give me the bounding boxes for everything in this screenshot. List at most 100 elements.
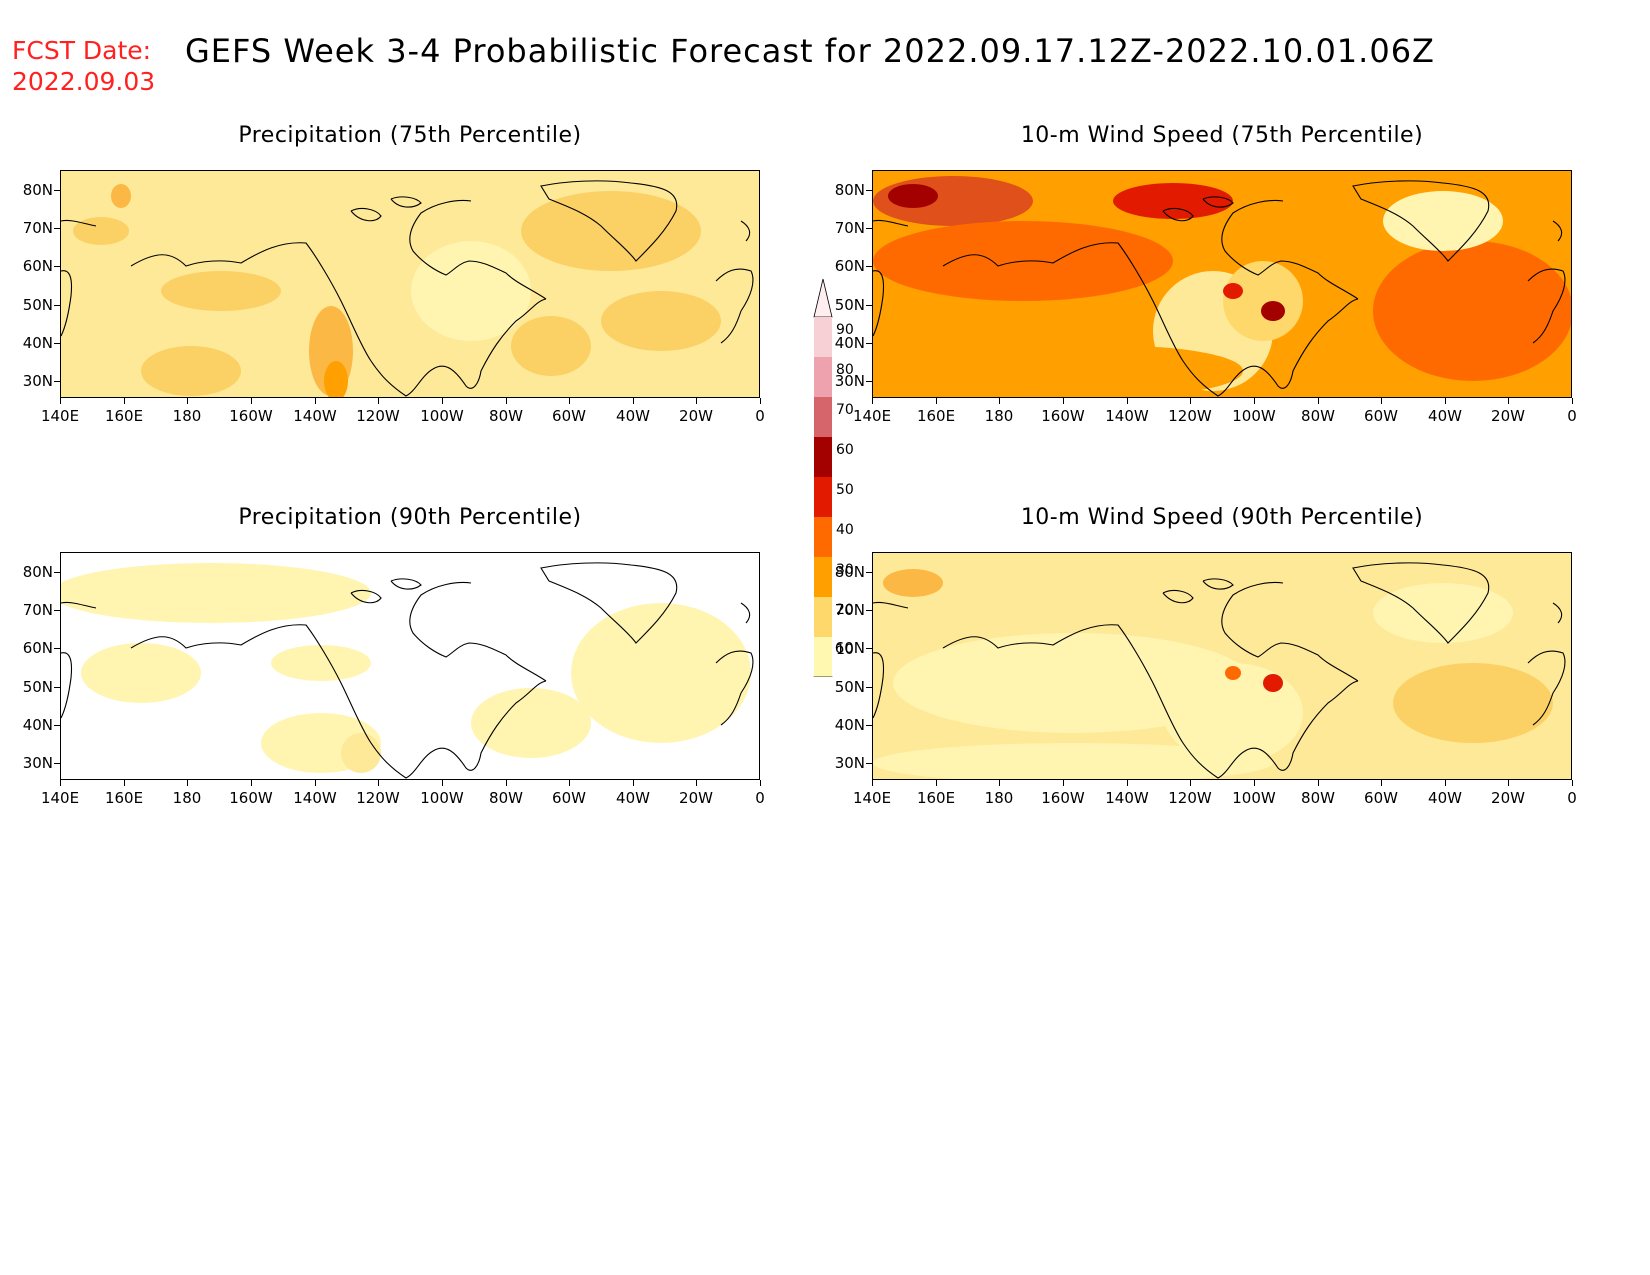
map-field-contour: [141, 346, 241, 396]
lat-tick: [54, 687, 60, 688]
colorbar-top-arrow: [813, 278, 833, 318]
page-title: GEFS Week 3-4 Probabilistic Forecast for…: [185, 32, 1435, 70]
colorbar-swatch: [814, 597, 832, 637]
lon-label: 140E: [852, 407, 892, 425]
lon-label: 120W: [1168, 789, 1212, 807]
coastline: [61, 562, 754, 779]
lon-tick: [936, 398, 937, 404]
map-plot-area: [60, 170, 760, 398]
lat-label: 80N: [834, 563, 865, 581]
lon-label: 40W: [1428, 789, 1462, 807]
map-field-contour: [1223, 261, 1303, 341]
colorbar-level-label: 90: [836, 322, 854, 338]
lon-tick: [872, 780, 873, 786]
map-field-contour: [511, 316, 591, 376]
lat-tick: [54, 572, 60, 573]
coastline: [873, 180, 1566, 397]
colorbar-level-label: 50: [836, 482, 854, 498]
colorbar-level-label: 80: [836, 362, 854, 378]
lon-label: 160E: [916, 407, 956, 425]
lon-tick: [633, 398, 634, 404]
lat-label: 80N: [22, 563, 53, 581]
lon-label: 80W: [489, 407, 523, 425]
lon-label: 180: [984, 407, 1014, 425]
lon-label: 140W: [1105, 789, 1149, 807]
coastline: [61, 180, 754, 397]
lat-tick: [866, 305, 872, 306]
map-field-contour: [601, 291, 721, 351]
lon-tick: [60, 398, 61, 404]
map-field-contour: [73, 217, 129, 245]
lon-tick: [60, 780, 61, 786]
map-field-contour: [1003, 346, 1243, 396]
colorbar-legend: 90 80 70 60 50 40 30 20 10: [812, 277, 882, 716]
lat-label: 70N: [22, 601, 53, 619]
lon-label: 160E: [104, 407, 144, 425]
lon-tick: [872, 398, 873, 404]
lon-tick: [1190, 398, 1191, 404]
lon-tick: [315, 780, 316, 786]
map-plot-area: [60, 552, 760, 780]
lat-label: 40N: [22, 334, 53, 352]
lon-label: 20W: [679, 789, 713, 807]
lat-label: 30N: [22, 372, 53, 390]
lat-tick: [866, 725, 872, 726]
lon-tick: [1063, 780, 1064, 786]
map-panel: Precipitation (90th Percentile) 80N 70N 60N…: [23, 505, 765, 824]
lon-tick: [696, 398, 697, 404]
lon-label: 140W: [293, 789, 337, 807]
lat-tick: [54, 610, 60, 611]
map-field-contour: [1263, 674, 1283, 692]
lon-tick: [251, 780, 252, 786]
lat-tick: [54, 725, 60, 726]
lat-label: 80N: [834, 181, 865, 199]
lon-tick: [1381, 398, 1382, 404]
lon-label: 160W: [1041, 407, 1085, 425]
map-field-contour: [883, 569, 943, 597]
map-field: [873, 171, 1571, 397]
colorbar-swatch: [814, 397, 832, 437]
lon-tick: [1063, 398, 1064, 404]
lon-tick: [1318, 398, 1319, 404]
lat-tick: [866, 343, 872, 344]
lon-tick: [569, 398, 570, 404]
lat-tick: [866, 763, 872, 764]
map-field-contour: [1113, 183, 1233, 219]
lat-label: 60N: [22, 257, 53, 275]
lat-label: 50N: [834, 296, 865, 314]
lat-tick: [866, 381, 872, 382]
map-field-contour: [521, 191, 701, 271]
map-field-contour: [341, 733, 381, 773]
colorbar-level-label: 30: [836, 562, 854, 578]
lon-tick: [1572, 398, 1573, 404]
map-field-contour: [411, 241, 531, 341]
lon-label: 160E: [916, 789, 956, 807]
lon-tick: [999, 398, 1000, 404]
lon-label: 40W: [616, 407, 650, 425]
lon-label: 80W: [1301, 789, 1335, 807]
lon-tick: [1445, 398, 1446, 404]
map-field-contour: [61, 563, 371, 623]
lon-label: 160W: [1041, 789, 1085, 807]
lon-tick: [569, 780, 570, 786]
lat-label: 50N: [22, 296, 53, 314]
map-field-contour: [873, 743, 1273, 779]
lon-label: 60W: [1364, 407, 1398, 425]
map-field-contour: [1225, 666, 1241, 680]
map-panel: 10-m Wind Speed (90th Percentile) 80N 70N 6…: [835, 505, 1577, 824]
map-field-contour: [888, 184, 938, 208]
lon-label: 0: [755, 789, 765, 807]
lon-label: 100W: [1232, 407, 1276, 425]
lat-label: 40N: [834, 716, 865, 734]
lon-label: 20W: [1491, 789, 1525, 807]
lat-tick: [54, 648, 60, 649]
lon-label: 140E: [40, 789, 80, 807]
lat-tick: [866, 228, 872, 229]
lon-label: 20W: [679, 407, 713, 425]
lon-label: 140W: [1105, 407, 1149, 425]
fcst-date-value: 2022.09.03: [12, 67, 156, 96]
lon-label: 60W: [1364, 789, 1398, 807]
lon-tick: [442, 398, 443, 404]
colorbar-level-label: 60: [836, 442, 854, 458]
lon-label: 100W: [420, 789, 464, 807]
